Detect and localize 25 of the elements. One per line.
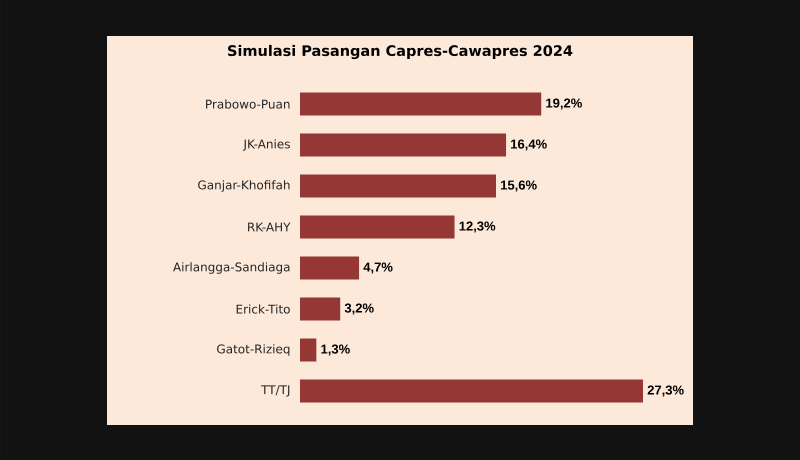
y-tick-label: Ganjar-Khofifah [198, 180, 290, 192]
y-tick-label: JK-Anies [242, 139, 290, 151]
data-label: 12,3% [460, 221, 496, 233]
data-label: 3,2% [344, 303, 374, 315]
bar [300, 297, 340, 320]
chart-title: Simulasi Pasangan Capres-Cawapres 2024 [228, 44, 572, 60]
bar [300, 216, 455, 238]
y-tick-label: Prabowo-Puan [206, 99, 290, 109]
data-label: 19,2% [546, 98, 582, 110]
y-tick-label: TT/TJ [261, 385, 290, 397]
data-label: 16,4% [511, 139, 547, 151]
y-tick-label: Airlangga-Sandiaga [173, 262, 290, 274]
y-tick-label: Gatot-Rizieq [217, 344, 290, 356]
data-label: 27,3% [648, 385, 684, 397]
bar [300, 338, 316, 362]
data-label: 15,6% [501, 180, 537, 192]
bar [300, 92, 542, 116]
y-tick-label: Erick-Tito [236, 304, 290, 314]
data-label: 4,7% [363, 262, 393, 274]
bar [300, 379, 643, 402]
bar [300, 256, 360, 280]
bar [300, 174, 496, 198]
bar [300, 134, 506, 156]
data-label: 1,3% [321, 344, 350, 356]
y-tick-label: RK-AHY [248, 222, 291, 232]
